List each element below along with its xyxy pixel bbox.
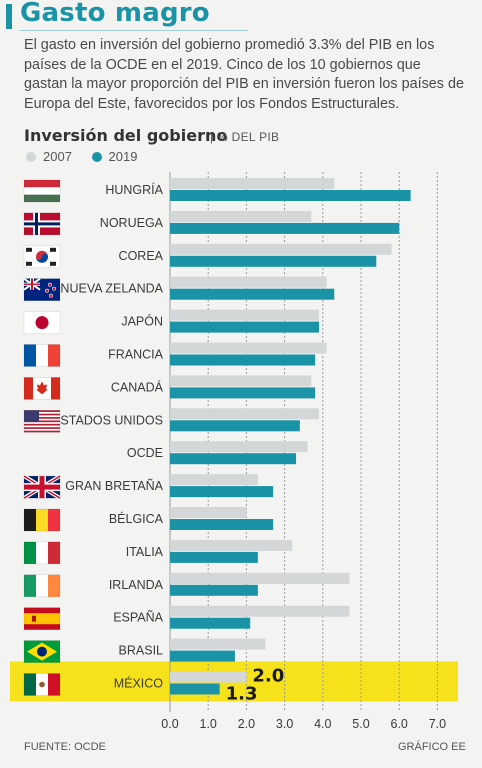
mexico-flag-icon <box>23 673 61 696</box>
category-label: COREA <box>119 249 164 263</box>
chart-title: Inversión del gobierno <box>24 126 228 145</box>
legend-label-2007: 2007 <box>43 149 72 164</box>
bar-2007 <box>170 605 350 617</box>
page-title: Gasto magro <box>20 0 210 28</box>
bar-2007 <box>170 309 319 321</box>
new-zealand-flag-icon <box>23 277 61 302</box>
norway-flag-icon <box>23 212 61 236</box>
bar-2019 <box>170 354 316 366</box>
bar-2019 <box>170 486 274 498</box>
title-accent-bar <box>6 4 12 29</box>
bar-2007 <box>170 507 247 518</box>
category-label: ITALIA <box>126 545 164 559</box>
legend-swatch-2019 <box>91 151 102 162</box>
category-label: BRASIL <box>119 644 164 658</box>
category-label: CANADÁ <box>111 379 164 394</box>
korea-flag-icon <box>23 245 61 269</box>
category-label: FRANCIA <box>108 348 164 362</box>
category-label: HUNGRÍA <box>105 182 163 197</box>
chart-unit: | % DEL PIB <box>210 130 280 144</box>
bar-2007 <box>170 342 327 354</box>
bar-2019 <box>170 650 235 662</box>
bar-2007 <box>170 671 247 683</box>
bar-2019 <box>170 683 220 695</box>
bar-2007 <box>170 178 335 189</box>
x-tick-label: 2.0 <box>238 717 255 731</box>
spain-flag-icon <box>23 607 61 631</box>
bar-2019 <box>170 288 335 300</box>
japan-flag-icon <box>23 311 61 334</box>
bar-2007 <box>170 243 392 255</box>
category-label: NORUEGA <box>100 216 164 230</box>
france-flag-icon <box>23 344 61 367</box>
category-label: BÉLGICA <box>109 511 164 526</box>
bar-2007 <box>170 638 266 650</box>
highlight-value-label: 2.0 <box>252 666 284 687</box>
category-label: JAPÓN <box>121 314 163 329</box>
category-label: IRLANDA <box>109 578 164 592</box>
bar-2019 <box>170 387 316 399</box>
x-tick-label: 4.0 <box>314 717 331 731</box>
category-label: ESPAÑA <box>113 611 163 625</box>
bar-2019 <box>170 617 251 629</box>
graphic-credit: GRÁFICO EE <box>398 741 466 753</box>
usa-flag-icon <box>23 409 61 433</box>
bar-2007 <box>170 210 312 222</box>
category-label: OCDE <box>127 446 163 460</box>
bar-2007 <box>170 408 319 420</box>
category-label: MÉXICO <box>114 676 164 691</box>
canada-flag-icon <box>23 377 61 400</box>
category-label: ESTADOS UNIDOS <box>52 413 163 427</box>
category-label: GRAN BRETAÑA <box>65 479 163 493</box>
x-tick-label: 6.0 <box>391 717 408 731</box>
bar-2007 <box>170 276 327 288</box>
x-tick-label: 5.0 <box>352 717 369 731</box>
source-note: FUENTE: OCDE <box>24 741 106 753</box>
legend: 2007 2019 <box>26 149 153 165</box>
highlight-value-label: 1.3 <box>226 684 258 705</box>
bar-2007 <box>170 375 312 387</box>
bar-2019 <box>170 551 258 563</box>
legend-item-2019: 2019 <box>91 149 138 164</box>
bar-2019 <box>170 321 319 333</box>
belgium-flag-icon <box>23 508 61 532</box>
x-tick-label: 0.0 <box>161 717 178 731</box>
category-label: NUEVA ZELANDA <box>60 282 163 296</box>
bar-2019 <box>170 519 274 530</box>
bar-2007 <box>170 474 258 486</box>
legend-label-2019: 2019 <box>108 149 138 164</box>
ireland-flag-icon <box>23 574 61 598</box>
italy-flag-icon <box>23 541 61 565</box>
bar-2019 <box>170 584 258 596</box>
bar-2019 <box>170 420 300 432</box>
united-kingdom-flag-icon <box>22 474 62 500</box>
title-rule <box>20 30 248 31</box>
brazil-flag-icon <box>23 640 61 663</box>
bar-2019 <box>170 453 297 465</box>
legend-item-2007: 2007 <box>26 149 72 164</box>
x-tick-label: 1.0 <box>200 717 217 731</box>
x-tick-label: 3.0 <box>276 717 293 731</box>
hungary-flag-icon <box>23 179 61 203</box>
bar-2007 <box>170 441 308 453</box>
bar-2019 <box>170 190 411 201</box>
bar-2007 <box>170 572 350 584</box>
subtitle: El gasto en inversión del gobierno prome… <box>24 37 464 112</box>
legend-swatch-2007 <box>26 151 36 162</box>
bar-2019 <box>170 255 377 267</box>
bar-2019 <box>170 222 400 234</box>
bar-2007 <box>170 539 293 551</box>
x-tick-label: 7.0 <box>429 717 446 731</box>
